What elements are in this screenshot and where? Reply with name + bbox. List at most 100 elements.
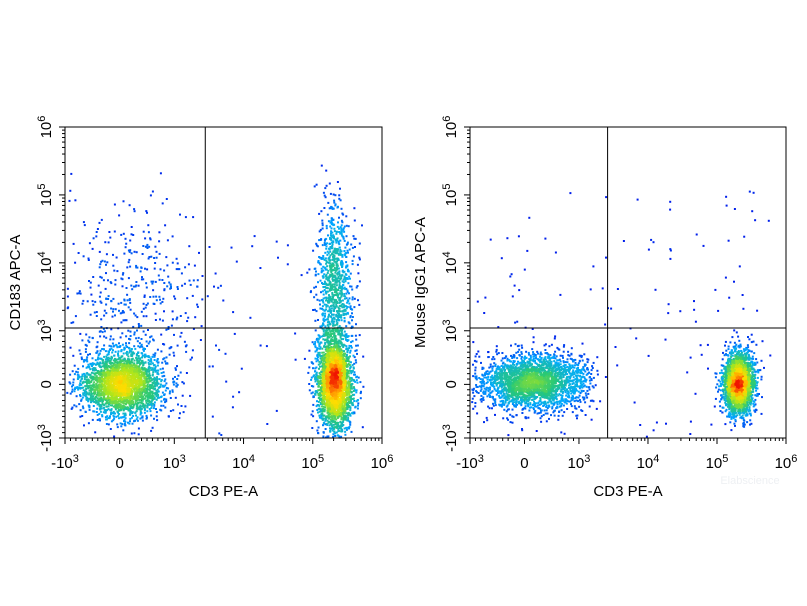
event-dot [149, 397, 152, 400]
event-dot [99, 349, 102, 352]
event-dot [146, 302, 149, 305]
event-dot [348, 347, 351, 349]
event-dot [102, 379, 105, 382]
event-dot [120, 369, 122, 372]
event-dot [100, 370, 102, 373]
event-dot [72, 381, 75, 384]
event-dot [137, 326, 140, 329]
event-dot [66, 307, 69, 310]
event-dot [334, 435, 337, 437]
event-dot [119, 372, 122, 375]
event-dot [114, 400, 117, 402]
event-dot [145, 340, 148, 343]
event-dot [136, 329, 138, 332]
event-dot [148, 256, 151, 258]
event-dot [120, 416, 123, 419]
event-dot [134, 399, 137, 402]
event-dot [156, 358, 159, 360]
event-dot [155, 415, 158, 418]
event-dot [115, 343, 118, 346]
event-dot [141, 354, 144, 357]
event-dot [146, 406, 149, 409]
event-dot [159, 385, 162, 388]
event-dot [112, 419, 115, 422]
event-dot [338, 427, 341, 429]
event-dot [118, 398, 120, 401]
event-dot [335, 361, 337, 364]
event-dot [318, 414, 321, 417]
event-dot [106, 357, 109, 360]
event-dot [222, 299, 225, 302]
event-dot [332, 404, 335, 407]
event-dot [112, 310, 114, 313]
event-dot [117, 366, 120, 369]
event-dot [126, 293, 129, 296]
event-dot [176, 316, 179, 319]
event-dot [110, 397, 113, 400]
event-dot [329, 346, 332, 349]
event-dot [122, 381, 125, 384]
event-dot [326, 411, 329, 414]
event-dot [311, 391, 314, 394]
event-dot [117, 375, 120, 378]
event-dot [139, 369, 142, 372]
event-dot [89, 362, 92, 365]
event-dot [112, 386, 115, 389]
event-dot [321, 405, 323, 408]
event-dot [124, 383, 127, 386]
event-dot [140, 266, 143, 269]
event-dot [107, 352, 110, 355]
event-dot [107, 408, 110, 411]
event-dot [134, 411, 137, 414]
event-dot [320, 401, 322, 404]
event-dot [103, 365, 106, 368]
event-dot [99, 406, 102, 409]
event-dot [159, 368, 162, 371]
event-dot [148, 363, 151, 366]
event-dot [145, 389, 148, 392]
event-dot [86, 300, 89, 303]
event-dot [149, 237, 152, 240]
event-dot [145, 414, 148, 417]
event-dot [318, 360, 321, 363]
event-dot [146, 398, 149, 401]
event-dot [154, 367, 157, 370]
event-dot [117, 414, 120, 417]
event-dot [101, 359, 104, 362]
event-dot [134, 372, 137, 375]
event-dot [147, 380, 150, 383]
event-dot [163, 282, 166, 284]
event-dot [331, 360, 334, 362]
event-dot [66, 287, 69, 290]
event-dot [337, 428, 340, 431]
event-dot [144, 306, 147, 309]
event-dot [115, 396, 118, 399]
event-dot [101, 362, 104, 365]
event-dot [174, 396, 177, 399]
event-dot [101, 259, 104, 262]
event-dot [104, 411, 107, 414]
event-dot [151, 362, 154, 365]
event-dot [107, 356, 110, 359]
event-dot [136, 340, 139, 343]
event-dot [139, 404, 142, 407]
event-dot [137, 384, 140, 387]
event-dot [151, 394, 154, 397]
event-dot [93, 376, 96, 379]
event-dot [115, 415, 118, 418]
event-dot [342, 424, 345, 426]
event-dot [121, 365, 124, 368]
event-dot [319, 346, 322, 349]
event-dot [95, 399, 97, 402]
event-dot [119, 312, 122, 315]
event-dot [112, 345, 115, 348]
event-dot [168, 392, 171, 395]
event-dot [326, 340, 329, 343]
event-dot [125, 387, 128, 390]
event-dot [95, 369, 97, 372]
event-dot [162, 358, 165, 361]
event-dot [89, 353, 91, 356]
event-dot [338, 339, 341, 342]
event-dot [351, 364, 354, 367]
event-dot [83, 224, 86, 227]
